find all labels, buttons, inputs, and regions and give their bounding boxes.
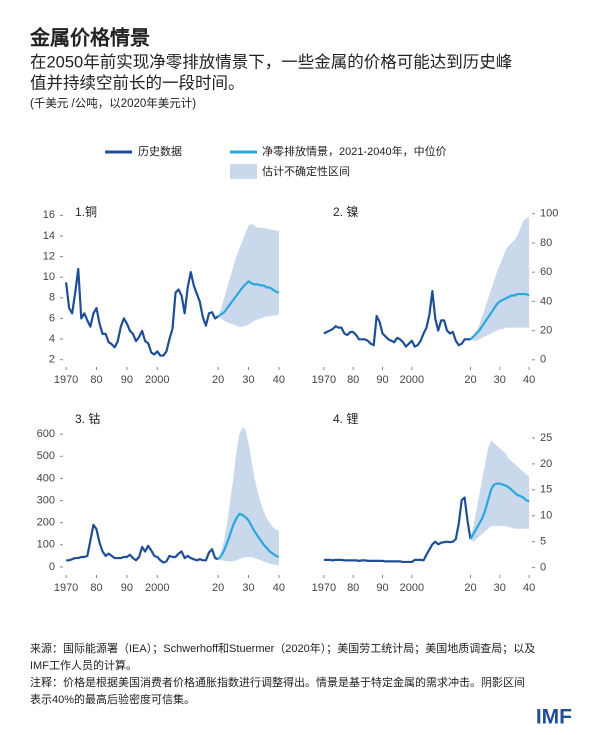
x-tick-label: 40 [273,582,285,594]
y-tick-label: 2 [49,354,55,366]
x-tick-label: 1970 [54,374,78,386]
x-tick-label: 1970 [312,582,336,594]
units: (千美元 /公吨，以2020年美元计) [30,96,196,110]
x-tick-label: 40 [273,374,285,386]
x-tick-label: 1970 [312,374,336,386]
x-tick-label: 90 [376,582,388,594]
x-tick-label: 2000 [145,374,169,386]
legend-label: 净零排放情景，2021-2040年，中位价 [262,144,447,158]
y-tick-label: 200 [37,517,55,529]
y-tick-label: 5 [540,536,546,548]
uncertainty-band [470,216,530,341]
y-tick-label: 300 [37,494,55,506]
forecast-line [217,512,280,560]
panel-label: 3. 钴 [75,411,100,426]
subtitle: 在2050年前实现净零排放情景下，一些金属的价格可能达到历史峰 [30,52,512,71]
panel-label: 4. 锂 [333,411,358,426]
y-tick-label: 0 [540,562,546,574]
source: 来源：国际能源署（IEA）；Schwerhoff和Stuermer（2020年）… [30,641,535,655]
y-tick-label: 80 [540,237,552,249]
history-line [323,290,471,348]
x-tick-label: 90 [121,374,133,386]
legend-label: 历史数据 [138,144,182,158]
y-tick-label: 500 [37,450,55,462]
x-tick-label: 20 [464,582,476,594]
x-tick-label: 2000 [400,582,424,594]
y-tick-label: 14 [43,230,55,242]
x-tick-label: 30 [242,374,254,386]
x-tick-label: 80 [90,374,102,386]
page-title: 金属价格情景 [29,25,150,49]
y-tick-label: 12 [43,250,55,262]
y-tick-label: 40 [540,295,552,307]
y-tick-label: 16 [43,209,55,221]
x-tick-label: 20 [212,582,224,594]
uncertainty-band [218,223,279,327]
history-line [323,496,472,564]
y-tick-label: 20 [540,458,552,470]
x-tick-label: 30 [494,582,506,594]
y-tick-label: 60 [540,266,552,278]
uncertainty-band [470,440,530,542]
y-tick-label: 100 [540,208,558,220]
y-tick-label: 15 [540,484,552,496]
y-tick-label: 400 [37,472,55,484]
x-tick-label: 80 [347,582,359,594]
note: 注释：价格是根据美国消费者价格通胀指数进行调整得出。情景是基于特定金属的需求冲击… [30,675,525,689]
note: 表示40%的最高后验密度可信集。 [30,692,195,706]
subtitle: 值并持续空前长的一段时间。 [30,73,245,92]
y-tick-label: 25 [540,432,552,444]
x-tick-label: 20 [212,374,224,386]
forecast-line [469,482,530,540]
panel-label: 1.铜 [75,204,97,219]
y-tick-label: 100 [37,539,55,551]
x-tick-label: 80 [347,374,359,386]
y-tick-label: 0 [49,561,55,573]
y-tick-label: 4 [49,333,55,345]
y-tick-label: 10 [43,271,55,283]
history-line [64,267,219,357]
x-tick-label: 2000 [145,582,169,594]
y-tick-label: 600 [37,428,55,440]
forecast-line [217,280,280,318]
x-tick-label: 80 [90,582,102,594]
legend-swatch [230,164,257,179]
y-tick-label: 8 [49,292,55,304]
x-tick-label: 2000 [400,374,424,386]
y-tick-label: 6 [49,312,55,324]
forecast-line [469,292,530,341]
x-tick-label: 90 [121,582,133,594]
x-tick-label: 40 [523,582,535,594]
source: IMF工作人员的计算。 [30,658,137,672]
x-tick-label: 1970 [54,582,78,594]
uncertainty-band [218,427,279,566]
y-tick-label: 0 [540,354,546,366]
x-tick-label: 30 [242,582,254,594]
x-tick-label: 20 [464,374,476,386]
y-tick-label: 10 [540,510,552,522]
history-line [66,523,219,564]
x-tick-label: 90 [376,374,388,386]
logo: IMF [536,706,572,729]
legend-label: 估计不确定性区间 [262,164,350,178]
panel-label: 2. 镍 [333,205,358,219]
y-tick-label: 20 [540,324,552,336]
x-tick-label: 30 [494,374,506,386]
x-tick-label: 40 [523,374,535,386]
